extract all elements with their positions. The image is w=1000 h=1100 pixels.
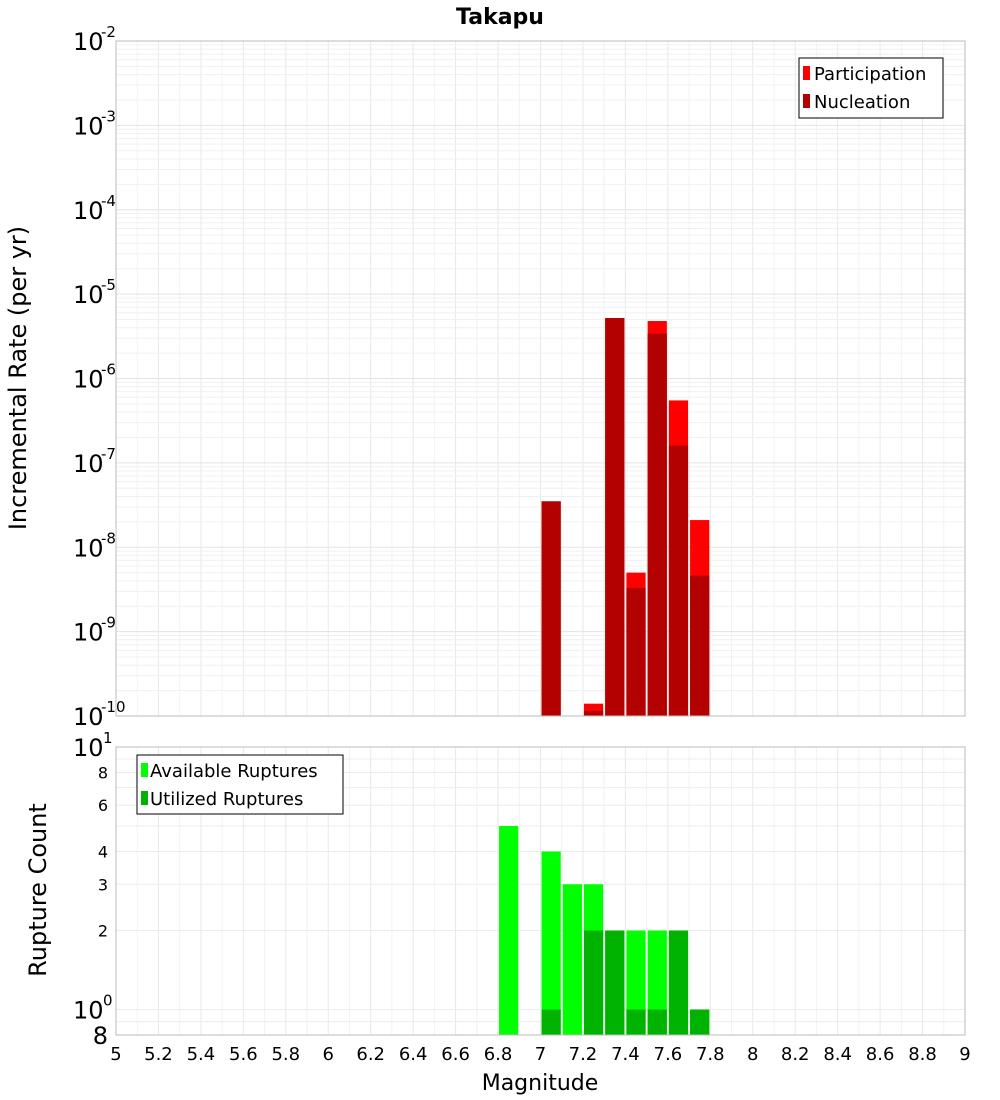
count-y-tick-base: 10: [73, 734, 104, 762]
count-bar-b: [690, 1009, 710, 1035]
rate-y-tick-exp: -7: [101, 445, 116, 463]
rate-y-tick-exp: -6: [101, 361, 116, 379]
count-y-axis-label: Rupture Count: [24, 803, 52, 977]
count-y-minor-tick: 2: [98, 922, 108, 941]
rate-y-tick-exp: -9: [101, 614, 116, 632]
rate-y-tick-base: 10: [73, 28, 104, 56]
rate-y-tick-exp: -2: [101, 23, 116, 41]
count-bar-a: [562, 884, 582, 1035]
count-y-minor-tick: 6: [98, 796, 108, 815]
count-bars: [499, 826, 710, 1035]
count-bar-b: [668, 930, 689, 1035]
rate-legend-box: [798, 57, 944, 119]
count-bar-a: [647, 930, 667, 1035]
rate-y-tick-base: 10: [73, 619, 104, 647]
count-plot-frame: [115, 746, 966, 1036]
x-tick-label: 8.2: [781, 1044, 810, 1065]
count-y-minor-tick: 8: [98, 763, 108, 782]
rate-grid: [115, 41, 966, 717]
participation-legend-swatch: [803, 66, 810, 80]
available-legend-swatch: [141, 763, 148, 777]
rate-y-tick-base: 10: [73, 112, 104, 140]
count-bar-b: [626, 1009, 646, 1035]
x-tick-label: 5: [110, 1044, 121, 1065]
rate-y-tick-base: 10: [73, 450, 104, 478]
rate-y-tick-exp: -10: [101, 698, 126, 716]
rate-y-tick-exp: -5: [101, 276, 116, 294]
participation-legend-label: Participation: [814, 64, 926, 85]
x-tick-label: 8.6: [866, 1044, 895, 1065]
rate-y-tick-exp: -3: [101, 107, 116, 125]
count-y-tick-exp: 0: [103, 992, 113, 1010]
x-tick-label: 8.4: [823, 1044, 852, 1065]
x-tick-label: 5.8: [271, 1044, 300, 1065]
rate-y-tick-base: 10: [73, 703, 104, 731]
count-y-minor-tick: 4: [98, 842, 108, 861]
rate-y-axis-label: Incremental Rate (per yr): [4, 226, 32, 530]
rate-bar-b: [626, 587, 646, 716]
rate-y-tick-base: 10: [73, 197, 104, 225]
utilized-legend-swatch: [141, 791, 148, 805]
rate-bar-b: [541, 501, 561, 716]
utilized-legend-label: Utilized Ruptures: [150, 789, 303, 810]
x-tick-label: 6: [323, 1044, 334, 1065]
x-axis-label: Magnitude: [482, 1071, 599, 1096]
rate-bar-b: [583, 710, 604, 716]
count-bar-b: [647, 1009, 667, 1035]
rate-bar-b: [647, 333, 667, 716]
x-tick-label: 8: [747, 1044, 758, 1065]
count-bar-b: [583, 930, 604, 1035]
x-tick-label: 7.8: [696, 1044, 725, 1065]
rate-bars: [541, 318, 710, 716]
x-tick-label: 5.4: [187, 1044, 216, 1065]
x-tick-label: 7.2: [569, 1044, 598, 1065]
rate-y-tick-exp: -4: [101, 192, 116, 210]
count-legend: Available Ruptures Utilized Ruptures: [136, 754, 344, 815]
rate-plot-frame: [115, 40, 966, 717]
x-tick-label: 8.8: [908, 1044, 937, 1065]
count-grid: [115, 746, 966, 1036]
x-tick-label: 6.2: [356, 1044, 385, 1065]
count-bar-a: [541, 851, 561, 1035]
rate-legend: Participation Nucleation: [798, 57, 944, 119]
rate-bar-b: [690, 575, 710, 716]
rate-y-tick-base: 10: [73, 366, 104, 394]
x-tick-label: 6.6: [441, 1044, 470, 1065]
x-tick-label: 9: [959, 1044, 970, 1065]
chart-title: Takapu: [456, 5, 544, 30]
x-tick-label: 6.4: [399, 1044, 428, 1065]
count-bar-a: [499, 826, 519, 1035]
x-tick-label: 5.6: [229, 1044, 258, 1065]
rate-bar-b: [605, 318, 625, 716]
rate-y-tick-base: 10: [73, 281, 104, 309]
rate-y-tick-base: 10: [73, 534, 104, 562]
count-y-minor-tick: 3: [98, 875, 108, 894]
count-bar-b: [605, 930, 625, 1035]
count-y-minor-tick: 8: [93, 1022, 108, 1050]
count-y-tick-base: 10: [73, 997, 104, 1025]
available-legend-label: Available Ruptures: [150, 761, 318, 782]
nucleation-legend-swatch: [803, 94, 810, 108]
x-tick-label: 6.8: [484, 1044, 513, 1065]
count-bar-a: [626, 930, 646, 1035]
x-tick-label: 7.6: [654, 1044, 683, 1065]
count-bar-b: [541, 1009, 561, 1035]
count-y-tick-exp: 1: [103, 729, 113, 747]
x-ticks: 5 5.2 5.4 5.6 5.8 6 6.2 6.4 6.6 6.8 7 7.2 7.4 7.6 7.8 8…: [110, 1044, 970, 1065]
x-tick-label: 5.2: [144, 1044, 173, 1065]
x-tick-label: 7: [535, 1044, 546, 1065]
count-legend-box: [136, 754, 344, 815]
x-tick-label: 7.4: [611, 1044, 640, 1065]
rate-y-tick-exp: -8: [101, 529, 116, 547]
rate-bar-b: [668, 445, 689, 716]
nucleation-legend-label: Nucleation: [814, 92, 910, 113]
